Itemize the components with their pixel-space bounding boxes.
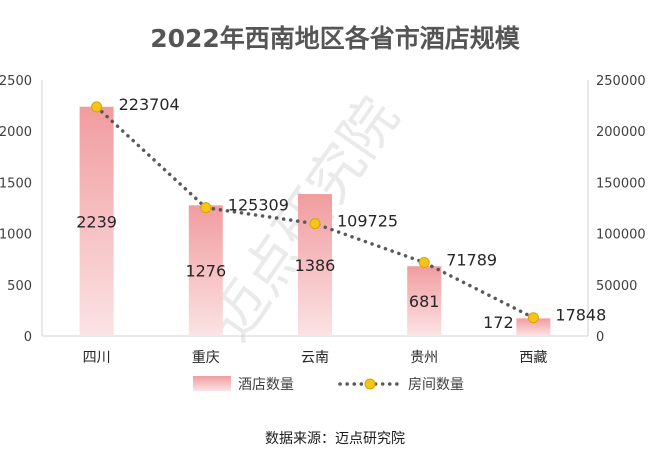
bar-data-label: 1386 xyxy=(295,256,336,275)
right-tick-label: 100000 xyxy=(596,228,646,243)
line-point xyxy=(309,218,321,230)
legend-line-marker xyxy=(364,378,376,390)
left-tick-label: 1000 xyxy=(0,228,32,243)
chart-title: 2022年西南地区各省市酒店规模 xyxy=(150,24,521,53)
line-point xyxy=(91,101,103,113)
line-data-label: 71789 xyxy=(446,250,497,269)
line-data-label: 125309 xyxy=(228,196,289,215)
source-note: 数据来源：迈点研究院 xyxy=(265,431,405,447)
left-tick-label: 500 xyxy=(7,279,32,294)
right-tick-label: 0 xyxy=(596,330,604,345)
legend-bar-swatch xyxy=(193,376,231,391)
line-data-label: 17848 xyxy=(555,306,606,325)
line-point xyxy=(200,202,212,214)
bar-series: 2239 1276 1386 681 172 xyxy=(76,106,551,336)
category-label: 重庆 xyxy=(192,350,220,366)
right-tick-label: 150000 xyxy=(596,176,646,191)
bar xyxy=(298,194,332,336)
bar-data-label: 681 xyxy=(409,292,440,311)
line-data-label: 109725 xyxy=(337,212,398,231)
right-tick-label: 50000 xyxy=(596,279,637,294)
right-tick-label: 250000 xyxy=(596,74,646,89)
right-axis: 0 50000 100000 150000 200000 250000 xyxy=(587,74,646,345)
right-tick-label: 200000 xyxy=(596,125,646,140)
legend: 酒店数量 房间数量 xyxy=(193,376,464,393)
category-label: 西藏 xyxy=(519,350,547,366)
bar xyxy=(516,318,551,336)
legend-bar-label: 酒店数量 xyxy=(238,377,294,393)
legend-line-label: 房间数量 xyxy=(408,377,464,393)
left-tick-label: 1500 xyxy=(0,176,32,191)
line-series: 223704 125309 109725 71789 17848 xyxy=(91,95,606,325)
line-data-label: 223704 xyxy=(119,95,180,114)
left-tick-label: 2500 xyxy=(0,74,32,89)
left-tick-label: 2000 xyxy=(0,125,32,140)
category-label: 四川 xyxy=(83,350,111,366)
line-point xyxy=(418,256,430,268)
bar xyxy=(188,205,223,336)
bar xyxy=(407,266,442,336)
bar-data-label: 172 xyxy=(483,313,514,332)
bar xyxy=(79,106,114,336)
line-path xyxy=(94,105,536,320)
category-label: 贵州 xyxy=(410,350,438,366)
category-labels: 四川 重庆 云南 贵州 西藏 xyxy=(83,350,548,366)
category-label: 云南 xyxy=(301,350,329,366)
bar-data-label: 2239 xyxy=(76,212,117,231)
line-point xyxy=(527,312,539,324)
bar-data-label: 1276 xyxy=(185,262,226,281)
left-tick-label: 0 xyxy=(24,330,32,345)
